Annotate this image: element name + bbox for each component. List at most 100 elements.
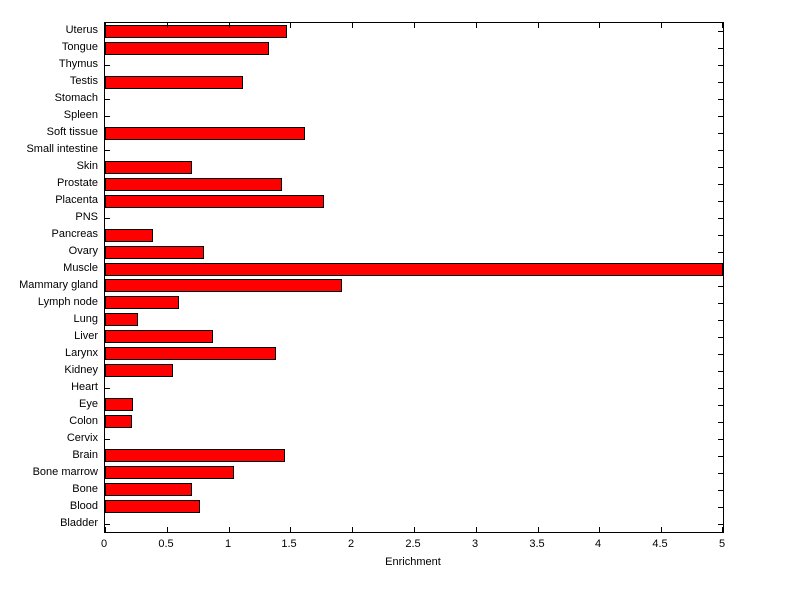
y-axis-label: Brain: [72, 449, 98, 461]
y-axis-label: Soft tissue: [46, 126, 98, 138]
bar: [105, 178, 282, 191]
y-tick-right: [718, 184, 723, 185]
x-tick-top: [661, 23, 662, 28]
y-tick-right: [718, 235, 723, 236]
x-tick-top: [538, 23, 539, 28]
bar: [105, 263, 723, 276]
x-tick-label: 2: [347, 538, 355, 550]
x-tick-top: [476, 23, 477, 28]
y-tick-left: [105, 150, 110, 151]
y-tick-right: [718, 371, 723, 372]
bar: [105, 330, 213, 343]
y-tick-right: [718, 354, 723, 355]
y-tick-right: [718, 65, 723, 66]
y-axis-label: Spleen: [63, 109, 98, 121]
y-tick-left: [105, 65, 110, 66]
y-tick-left: [105, 218, 110, 219]
y-tick-right: [718, 31, 723, 32]
x-tick-bottom: [352, 527, 353, 532]
y-axis-label: Skin: [76, 160, 98, 172]
bar: [105, 466, 234, 479]
y-axis-label: Eye: [79, 398, 98, 410]
y-axis-label: Heart: [71, 381, 98, 393]
y-axis-label: Bone marrow: [32, 466, 98, 478]
bar: [105, 76, 243, 89]
y-tick-right: [718, 388, 723, 389]
x-tick-bottom: [414, 527, 415, 532]
y-tick-right: [718, 99, 723, 100]
x-axis-title: Enrichment: [385, 556, 441, 568]
y-tick-right: [718, 524, 723, 525]
y-tick-right: [718, 303, 723, 304]
x-tick-label: 2.5: [405, 538, 421, 550]
x-tick-top: [599, 23, 600, 28]
x-tick-label: 1.5: [281, 538, 297, 550]
y-tick-right: [718, 133, 723, 134]
y-axis-label: Stomach: [54, 92, 98, 104]
x-tick-top: [229, 23, 230, 28]
x-tick-bottom: [538, 527, 539, 532]
y-axis-label: Colon: [69, 415, 98, 427]
x-tick-top: [290, 23, 291, 28]
y-axis-label: Pancreas: [51, 228, 98, 240]
x-axis-tick-labels: 0 0.5 1 1.5 2 2.5 3 3.5 4 4.5 5: [101, 538, 725, 552]
y-tick-right: [718, 320, 723, 321]
y-tick-right: [718, 82, 723, 83]
x-tick-bottom: [661, 527, 662, 532]
x-tick-label: 3: [471, 538, 479, 550]
x-tick-bottom: [722, 527, 723, 532]
bar: [105, 195, 324, 208]
y-tick-right: [718, 116, 723, 117]
bar: [105, 42, 269, 55]
y-tick-right: [718, 337, 723, 338]
y-tick-right: [718, 48, 723, 49]
y-tick-left: [105, 116, 110, 117]
y-tick-right: [718, 167, 723, 168]
x-tick-bottom: [167, 527, 168, 532]
y-axis-labels: Uterus Tongue Thymus Testis Stomach Spleen Sof…: [0, 22, 98, 531]
x-tick-top: [105, 23, 106, 28]
bar: [105, 279, 342, 292]
y-tick-right: [718, 507, 723, 508]
x-tick-bottom: [105, 527, 106, 532]
x-tick-label: 4: [594, 538, 602, 550]
y-tick-right: [718, 422, 723, 423]
y-axis-label: Blood: [69, 500, 98, 512]
x-tick-bottom: [476, 527, 477, 532]
y-tick-left: [105, 99, 110, 100]
x-tick-top: [167, 23, 168, 28]
y-tick-right: [718, 252, 723, 253]
bar: [105, 449, 285, 462]
y-tick-right: [718, 286, 723, 287]
bar: [105, 500, 200, 513]
y-axis-label: Larynx: [64, 347, 98, 359]
y-tick-right: [718, 473, 723, 474]
bar: [105, 296, 179, 309]
bar: [105, 364, 173, 377]
y-tick-right: [718, 405, 723, 406]
y-axis-label: Tongue: [61, 41, 98, 53]
bar: [105, 415, 132, 428]
x-tick-label: 4.5: [652, 538, 668, 550]
x-tick-top: [352, 23, 353, 28]
bar: [105, 347, 276, 360]
bar: [105, 25, 287, 38]
x-tick-label: 3.5: [529, 538, 545, 550]
x-tick-label: 0.5: [158, 538, 174, 550]
x-tick-top: [414, 23, 415, 28]
x-tick-bottom: [599, 527, 600, 532]
y-axis-label: Cervix: [66, 432, 98, 444]
bar: [105, 398, 133, 411]
y-tick-right: [718, 490, 723, 491]
x-tick-label: 1: [224, 538, 232, 550]
y-axis-label: Testis: [69, 75, 98, 87]
bar: [105, 161, 192, 174]
y-axis-label: PNS: [75, 211, 98, 223]
y-axis-label: Ovary: [68, 245, 98, 257]
x-tick-top: [722, 23, 723, 28]
y-axis-label: Bladder: [60, 517, 98, 529]
y-axis-label: Kidney: [64, 364, 98, 376]
y-axis-label: Placenta: [55, 194, 98, 206]
x-tick-label: 5: [718, 538, 726, 550]
